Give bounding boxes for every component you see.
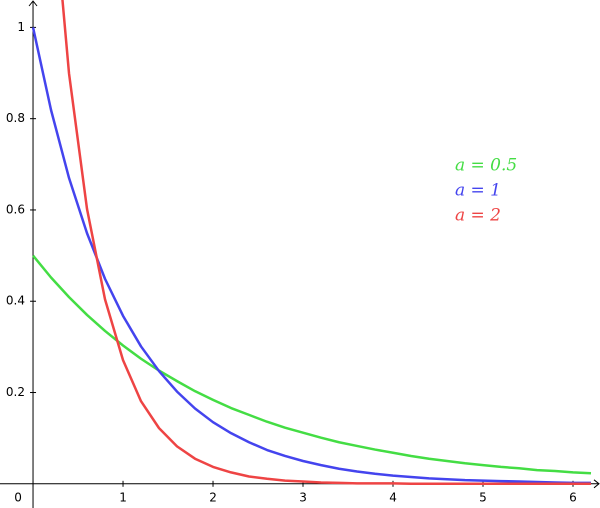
series-line	[31, 27, 591, 485]
x-tick-label: 2	[209, 490, 217, 504]
x-tick-label: 0	[14, 490, 22, 504]
legend-entry: a = 2	[455, 206, 501, 226]
y-tick-label: 0.6	[6, 202, 25, 216]
x-tick-label: 4	[389, 490, 397, 504]
y-tick-label: 0.2	[6, 385, 25, 399]
y-tick-label: 0.8	[6, 111, 25, 125]
y-tick-label: 0.4	[6, 294, 25, 308]
series-line	[32, 254, 592, 475]
plot-area	[31, 0, 592, 486]
x-axis-arrow	[593, 479, 600, 489]
legend-entry: a = 0.5	[455, 156, 517, 176]
x-tick-label: 1	[119, 490, 127, 504]
x-tick-label: 3	[299, 490, 307, 504]
series-line	[61, 0, 591, 486]
x-tick-label: 5	[479, 490, 487, 504]
legend-entry: a = 1	[455, 181, 501, 201]
y-tick-label: 1	[17, 20, 25, 34]
x-tick-label: 6	[569, 490, 577, 504]
y-axis-arrow	[28, 0, 38, 7]
